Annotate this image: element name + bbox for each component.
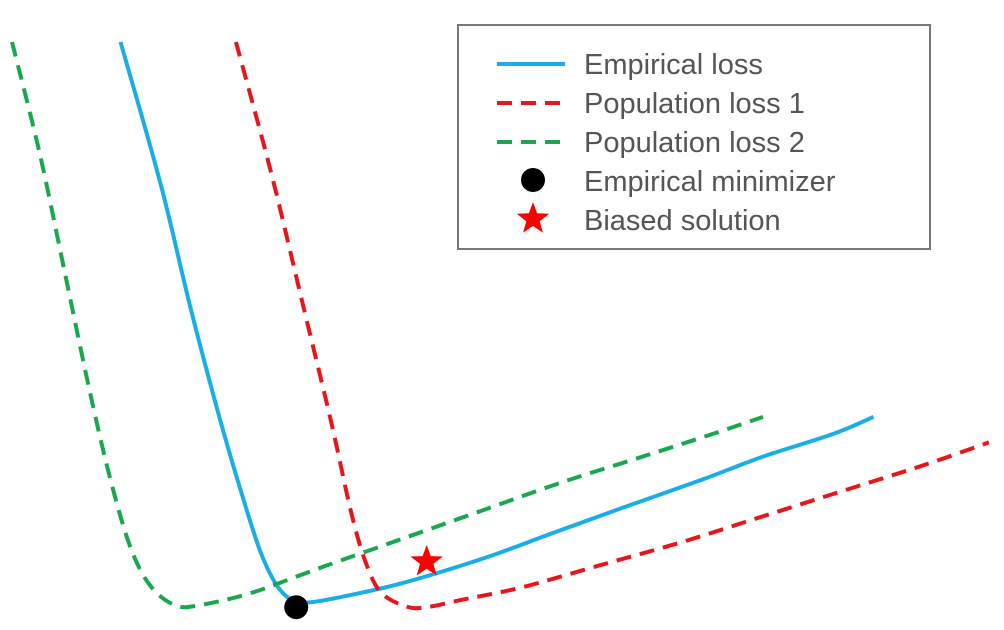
marker-empirical-minimizer — [284, 595, 309, 620]
legend-label-empirical-minimizer: Empirical minimizer — [584, 166, 836, 198]
legend-entry-biased-solution: Biased solution — [516, 202, 781, 237]
legend-entry-population-loss-1: Population loss 1 — [497, 88, 805, 120]
legend: Empirical loss Population loss 1 Populat… — [457, 24, 931, 250]
series-line-population-loss-1 — [233, 41, 990, 611]
legend-label-population-loss-2: Population loss 2 — [584, 127, 805, 159]
legend-entry-empirical-minimizer: Empirical minimizer — [521, 166, 836, 198]
plot-area — [10, 41, 990, 620]
legend-label-population-loss-1: Population loss 1 — [584, 88, 805, 120]
legend-label-biased-solution: Biased solution — [584, 205, 781, 237]
series-line-population-loss-2 — [10, 41, 764, 610]
legend-label-empirical-loss: Empirical loss — [584, 49, 763, 81]
legend-swatch-biased-solution — [516, 202, 550, 233]
series-line-empirical-loss — [118, 41, 875, 605]
legend-entry-empirical-loss: Empirical loss — [497, 49, 763, 81]
marker-biased-solution — [410, 544, 443, 576]
legend-entry-population-loss-2: Population loss 2 — [497, 127, 805, 159]
legend-swatch-empirical-minimizer — [521, 168, 545, 192]
